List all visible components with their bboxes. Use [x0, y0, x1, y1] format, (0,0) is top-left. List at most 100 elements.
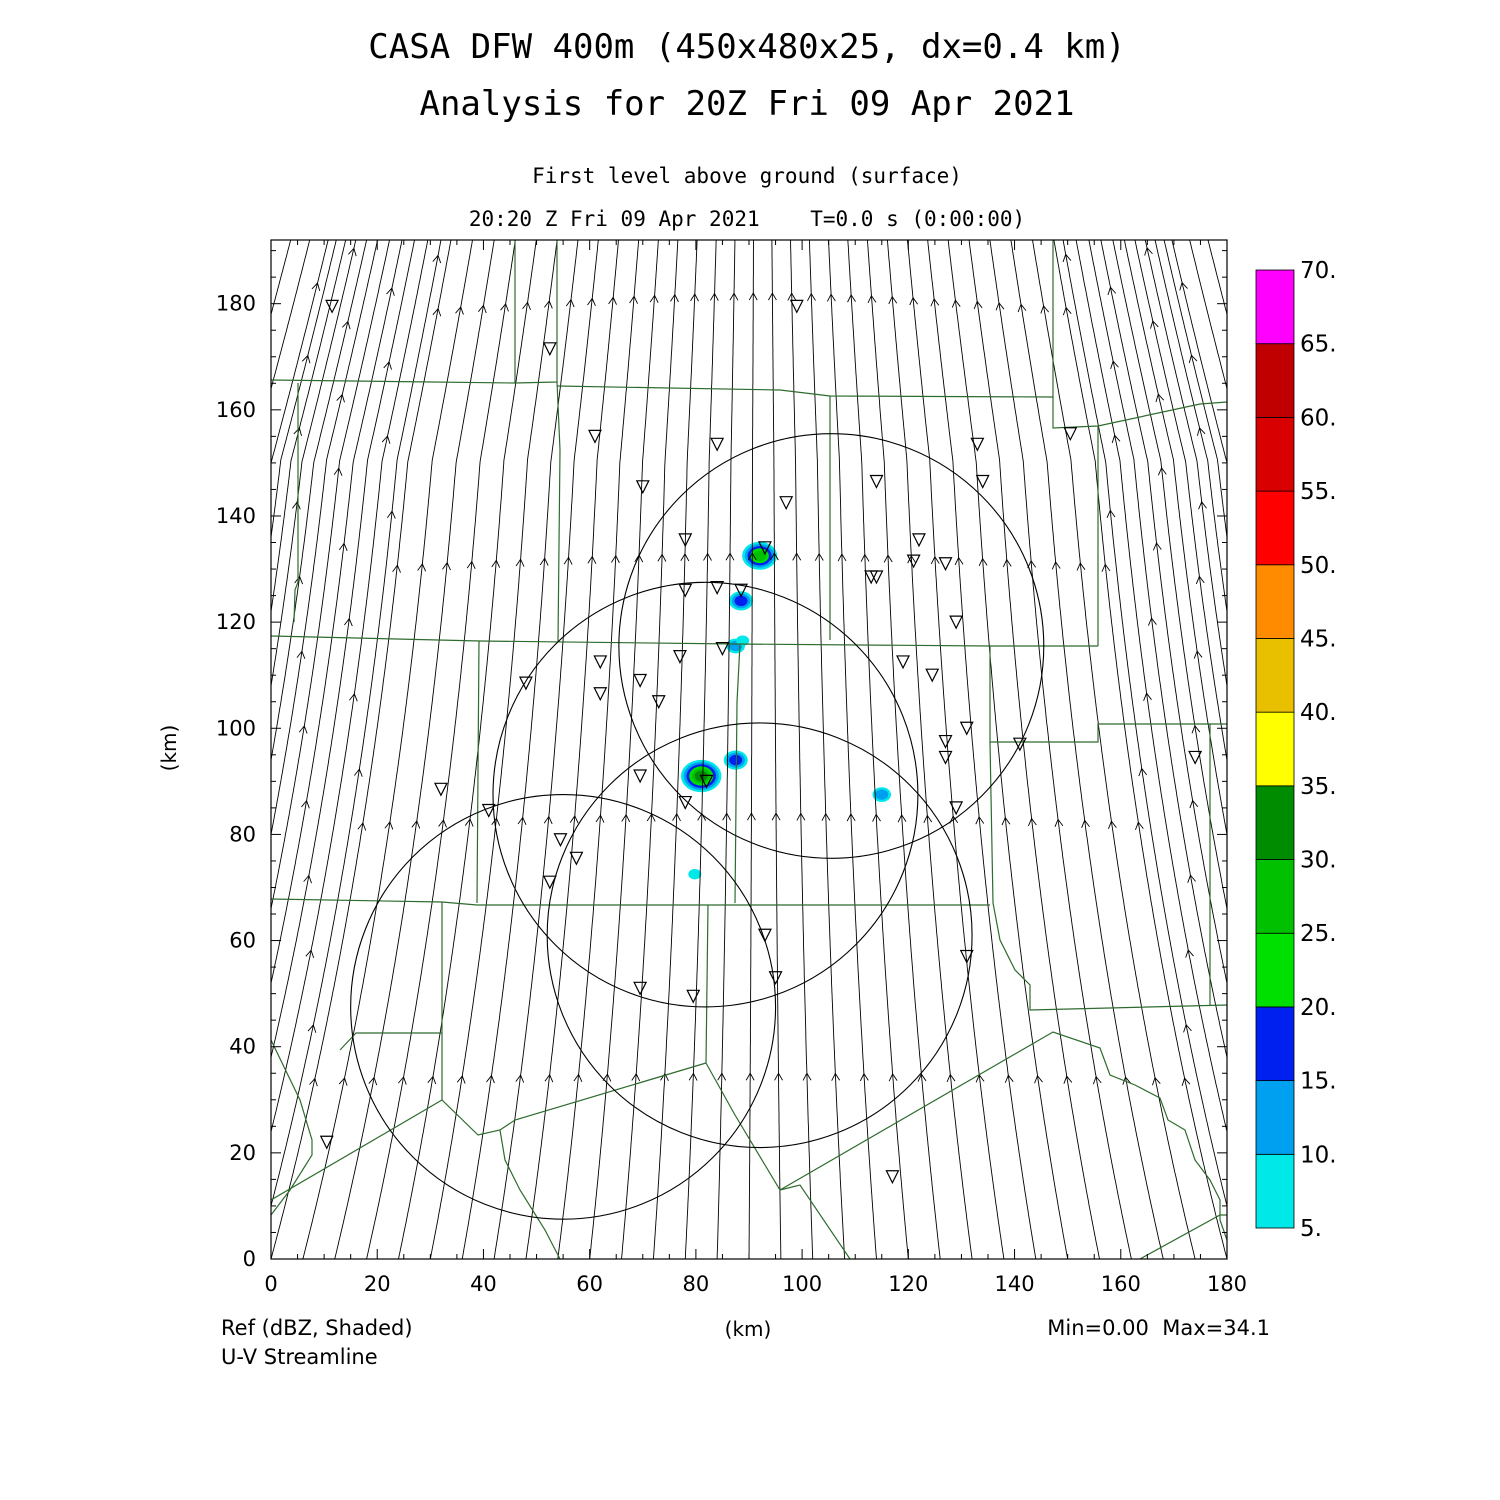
streamline	[906, 240, 1005, 1259]
echo-contour	[688, 869, 702, 880]
streamline-arrow	[515, 558, 525, 567]
streamline	[1112, 240, 1227, 909]
streamline	[271, 240, 403, 984]
streamline-arrow	[1155, 393, 1165, 403]
echo-contour	[729, 754, 743, 766]
x-axis-label: (km)	[725, 1317, 772, 1341]
streamline	[302, 240, 473, 1259]
y-axis-label: (km)	[157, 725, 181, 772]
streamline-arrow	[456, 1075, 466, 1084]
streamline-arrow	[438, 819, 447, 828]
streamline-arrow	[917, 1073, 927, 1082]
station-triangle	[593, 687, 608, 702]
streamline-arrow	[383, 361, 392, 370]
x-tick-label: 40	[470, 1272, 497, 1296]
streamline-arrow	[621, 813, 631, 823]
streamline-arrow	[1081, 819, 1090, 828]
county-border	[271, 1062, 707, 1201]
streamline-arrow	[774, 1072, 783, 1081]
streamline	[847, 240, 909, 1259]
streamline-arrow	[486, 1074, 495, 1084]
colorbar-label: 20.	[1300, 995, 1337, 1021]
station-triangle	[869, 474, 884, 489]
streamline-arrow	[802, 1072, 812, 1081]
streamline	[684, 240, 717, 1259]
station-triangle	[518, 676, 533, 691]
streamline-arrow	[1051, 561, 1061, 570]
county-borders	[271, 240, 1227, 1259]
streamline-arrow	[384, 821, 394, 830]
streamline-arrow	[338, 1077, 348, 1086]
streamline-arrow	[354, 768, 363, 777]
streamline-arrow	[747, 812, 756, 821]
y-tick-label: 180	[216, 292, 256, 316]
streamline-arrow	[1144, 246, 1153, 256]
station-triangle	[672, 650, 687, 664]
streamline	[271, 240, 292, 315]
station-triangle	[542, 342, 557, 357]
streamline-arrow	[1148, 617, 1157, 626]
streamline-arrow	[709, 292, 719, 301]
streamline	[1144, 240, 1227, 686]
streamline-arrow	[309, 1077, 318, 1087]
station-triangle	[768, 971, 783, 986]
streamline-arrow	[1027, 559, 1037, 569]
streamline-arrow	[771, 812, 781, 821]
streamline-arrow	[292, 501, 301, 510]
colorbar-bin	[1255, 785, 1295, 860]
streamline-arrow	[539, 557, 549, 566]
streamline-arrow	[569, 815, 579, 824]
streamline-arrow	[930, 555, 940, 565]
county-border	[339, 902, 443, 1051]
streamline-arrow	[293, 427, 302, 437]
streamline	[271, 240, 311, 389]
streamline	[1171, 240, 1227, 464]
streamline-arrow	[464, 818, 474, 827]
county-border	[779, 1031, 1227, 1241]
streamline-arrow	[909, 296, 919, 306]
y-tick-label: 60	[229, 929, 256, 953]
colorbar	[1255, 269, 1295, 1229]
axis-ticks	[270, 240, 1228, 1260]
y-tick-label: 0	[243, 1247, 256, 1271]
x-tick-label: 60	[576, 1272, 603, 1296]
x-tick-label: 180	[1207, 1272, 1247, 1296]
station-triangle	[542, 875, 557, 890]
streamline	[398, 240, 537, 1259]
station-triangle	[938, 750, 953, 765]
streamline-arrow	[565, 298, 575, 308]
streamline-arrow	[1152, 1076, 1161, 1086]
streamline-arrow	[821, 812, 831, 821]
streamline	[989, 240, 1132, 1259]
reflectivity-echoes	[680, 541, 892, 880]
station-triangle	[1012, 737, 1027, 752]
streamline	[429, 240, 558, 1259]
streamline-arrow	[1111, 434, 1121, 444]
streamline-arrow	[883, 554, 893, 563]
streamline	[1207, 240, 1227, 315]
colorbar-labels: 5. 10. 15. 20. 25. 30. 35. 40. 45. 50. 55. 60. 65. 70…	[1300, 258, 1337, 1242]
streamline-arrow	[649, 294, 659, 303]
echo-contour	[734, 595, 748, 607]
streamline-arrow	[1027, 817, 1037, 827]
title-line-2: Analysis for 20Z Fri 09 Apr 2021	[419, 84, 1074, 124]
colorbar-bin	[1255, 932, 1295, 1008]
y-tick-label: 140	[216, 504, 256, 528]
streamline-arrow	[1157, 466, 1167, 476]
station-triangle	[925, 668, 940, 683]
station-triangle	[569, 851, 584, 866]
streamline-arrow	[1040, 305, 1050, 314]
streamline-arrow	[888, 295, 898, 305]
county-border	[556, 381, 561, 642]
streamline-arrow	[807, 292, 816, 302]
footer-field: Ref (dBZ, Shaded)	[221, 1316, 413, 1340]
streamline	[652, 240, 698, 1259]
streamline-arrow	[1001, 816, 1011, 826]
streamline	[366, 240, 516, 1259]
radar-range-rings	[350, 433, 1045, 1220]
axis-tick-labels: 0 20 40 60 80 100 120 140 160 180 0 20 40 60 80 100 120 1…	[216, 292, 1247, 1296]
station-triangle	[553, 833, 568, 848]
streamline	[1032, 240, 1196, 1259]
colorbar-bin	[1255, 1153, 1295, 1229]
colorbar-bin	[1255, 416, 1295, 492]
